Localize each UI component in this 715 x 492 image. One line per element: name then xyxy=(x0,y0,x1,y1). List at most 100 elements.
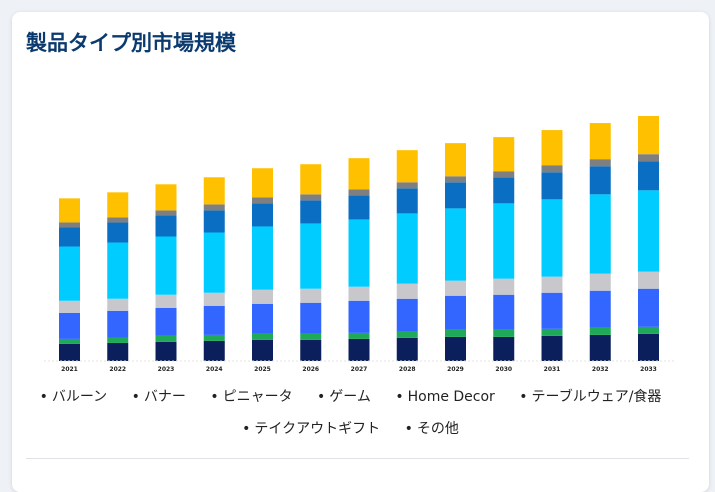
bar-segment-2023-3 xyxy=(155,294,177,308)
bar-segment-2023-1 xyxy=(155,335,177,342)
bar-segment-2024-7 xyxy=(203,177,225,205)
bar-segment-2023-4 xyxy=(155,236,177,295)
bar-segment-2025-4 xyxy=(252,226,273,290)
bar-segment-2021-7 xyxy=(59,198,80,223)
legend-label: テーブルウェア/食器 xyxy=(531,389,662,405)
bar-segment-2032-7 xyxy=(589,123,611,160)
x-tick-label: 2032 xyxy=(592,366,609,373)
bar-segment-2033-6 xyxy=(638,154,659,162)
bar-segment-2030-7 xyxy=(493,137,515,172)
bar-segment-2031-5 xyxy=(541,172,563,200)
bar-segment-2030-6 xyxy=(493,171,515,178)
bullet-icon: • xyxy=(131,389,140,405)
bar-segment-2032-4 xyxy=(589,194,611,274)
bar-segment-2027-3 xyxy=(348,286,370,301)
bar-segment-2031-6 xyxy=(541,165,563,173)
bar-segment-2021-5 xyxy=(59,227,80,247)
bar-segment-2033-3 xyxy=(638,271,659,289)
legend-item-takeout-gift[interactable]: • テイクアウトギフト xyxy=(242,413,380,445)
legend-label: テイクアウトギフト xyxy=(254,421,381,437)
x-tick-label: 2026 xyxy=(302,366,319,373)
bar-segment-2024-5 xyxy=(203,210,225,233)
bar-segment-2026-2 xyxy=(300,302,322,334)
bar-segment-2023-2 xyxy=(155,307,177,336)
legend-label: バナー xyxy=(143,389,186,405)
bar-segment-2033-7 xyxy=(638,116,659,155)
x-tick-label: 2033 xyxy=(640,366,657,373)
bar-segment-2030-0 xyxy=(493,336,515,361)
bar-segment-2021-1 xyxy=(59,338,80,344)
chart-legend: • バルーン • バナー • ピニャータ • ゲーム • Home Decor • テーブル… xyxy=(28,381,673,445)
legend-item-banner[interactable]: • バナー xyxy=(132,381,186,413)
bar-segment-2028-5 xyxy=(396,188,418,214)
x-tick-label: 2030 xyxy=(495,366,512,373)
stacked-bar-chart: 2021 2022 2023 2024 2025 2026 2027 2028 2029 2030… xyxy=(44,116,676,373)
bar-segment-2027-4 xyxy=(348,219,370,287)
bar-segment-2024-6 xyxy=(203,204,225,211)
bar-segment-2033-2 xyxy=(638,288,659,327)
bar-segment-2031-3 xyxy=(541,276,563,293)
bar-segment-2026-7 xyxy=(300,164,322,195)
bar-segment-2033-0 xyxy=(638,333,659,361)
bar-segment-2032-3 xyxy=(589,273,611,291)
bar-segment-2029-1 xyxy=(445,329,466,337)
bar-segment-2031-1 xyxy=(541,328,563,336)
bar-segment-2032-5 xyxy=(589,166,611,195)
bar-segment-2033-5 xyxy=(638,161,659,191)
bullet-icon: • xyxy=(39,389,48,405)
bar-segment-2031-2 xyxy=(541,292,563,329)
bar-segment-2028-6 xyxy=(396,182,418,189)
bar-segment-2029-6 xyxy=(445,176,466,183)
bar-segment-2024-4 xyxy=(203,232,225,293)
bar-segment-2030-5 xyxy=(493,177,515,204)
chart-title: 製品タイプ別市場規模 xyxy=(26,31,236,55)
bar-segment-2030-3 xyxy=(493,278,515,295)
legend-item-home-decor[interactable]: • Home Decor xyxy=(395,381,494,413)
bar-segment-2026-5 xyxy=(300,200,322,224)
legend-item-pinata[interactable]: • ピニャータ xyxy=(210,381,292,413)
bar-segment-2021-2 xyxy=(59,312,80,339)
x-tick-label: 2024 xyxy=(206,366,223,373)
bar-segment-2028-4 xyxy=(396,213,418,284)
bar-segment-2031-4 xyxy=(541,199,563,277)
bar-segment-2025-1 xyxy=(252,333,273,340)
x-tick-label: 2022 xyxy=(109,366,126,373)
bar-segment-2027-0 xyxy=(348,338,370,361)
bar-segment-2028-3 xyxy=(396,283,418,299)
bullet-icon: • xyxy=(210,389,219,405)
bar-segment-2028-1 xyxy=(396,331,418,338)
bar-segment-2032-2 xyxy=(589,290,611,328)
bar-segment-2027-6 xyxy=(348,189,370,196)
x-tick-label: 2031 xyxy=(544,366,561,373)
bar-segment-2021-6 xyxy=(59,222,80,228)
bar-segment-2022-7 xyxy=(107,192,129,218)
x-tick-labels: 2021 2022 2023 2024 2025 2026 2027 2028 2029 2030… xyxy=(61,366,657,373)
legend-label: その他 xyxy=(416,421,459,437)
bar-segment-2026-0 xyxy=(300,339,322,361)
bar-segment-2024-1 xyxy=(203,334,225,341)
legend-item-balloon[interactable]: • バルーン xyxy=(40,381,108,413)
bar-segment-2029-2 xyxy=(445,295,466,330)
x-tick-label: 2025 xyxy=(254,366,271,373)
bar-segment-2025-7 xyxy=(252,168,273,198)
bar-segment-2024-3 xyxy=(203,292,225,306)
bar-segment-2029-0 xyxy=(445,336,466,361)
legend-item-other[interactable]: • その他 xyxy=(405,413,459,445)
bar-segment-2025-0 xyxy=(252,339,273,361)
bar-segment-2028-0 xyxy=(396,337,418,361)
legend-item-games[interactable]: • ゲーム xyxy=(317,381,371,413)
x-tick-label: 2028 xyxy=(399,366,416,373)
bar-segment-2027-2 xyxy=(348,300,370,333)
bar-segment-2029-4 xyxy=(445,208,466,281)
x-tick-label: 2023 xyxy=(158,366,175,373)
bar-segment-2029-5 xyxy=(445,182,466,209)
bar-segment-2025-5 xyxy=(252,203,273,227)
bar-segment-2026-4 xyxy=(300,223,322,289)
x-tick-label: 2029 xyxy=(447,366,464,373)
x-tick-label: 2021 xyxy=(61,366,78,373)
bar-segment-2022-1 xyxy=(107,337,129,343)
bar-segment-2025-6 xyxy=(252,197,273,204)
bar-segment-2028-2 xyxy=(396,298,418,332)
legend-item-tableware[interactable]: • テーブルウェア/食器 xyxy=(519,381,661,413)
bar-segment-2032-1 xyxy=(589,327,611,335)
